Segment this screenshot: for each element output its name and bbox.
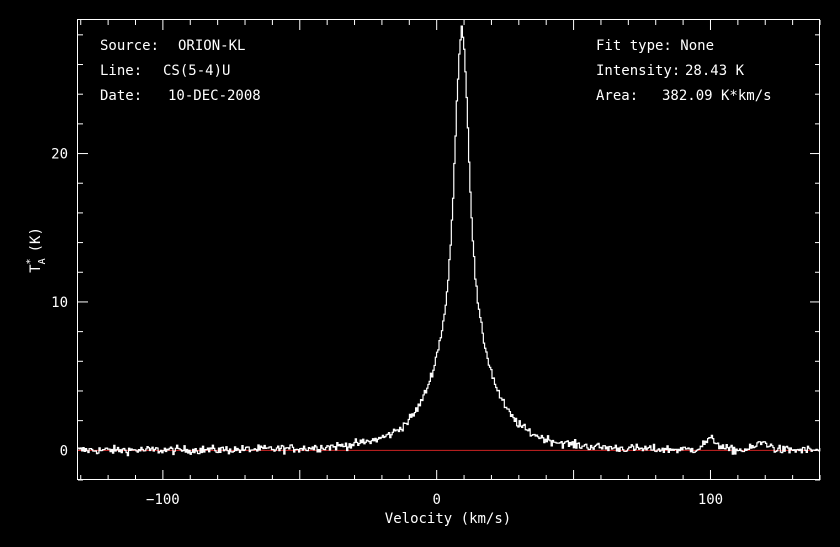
svg-text:T*A(K): T*A (K) xyxy=(25,227,48,273)
info-intensity-key: Intensity: xyxy=(596,63,680,79)
y-tick-label: 20 xyxy=(51,147,68,163)
info-date-value: 10-DEC-2008 xyxy=(168,88,261,104)
y-tick-label: 10 xyxy=(51,295,68,311)
x-axis-label: Velocity (km/s) xyxy=(385,511,511,527)
y-axis-label: T*A (K) xyxy=(25,227,48,273)
spectrum-series-line xyxy=(78,25,821,457)
info-line-key: Line: xyxy=(100,63,142,79)
info-area-value: 382.09 K*km/s xyxy=(662,88,772,104)
info-fit-type: Fit type: None xyxy=(596,38,714,54)
x-tick-label: −100 xyxy=(146,492,180,508)
x-tick-label: 100 xyxy=(698,492,723,508)
info-left: Source: ORION-KL Line: CS(5-4)U Date: 10… xyxy=(100,38,261,104)
axis-tick-labels: −100 0 100 0 10 20 xyxy=(51,147,723,508)
plot-frame xyxy=(77,19,820,480)
y-axis-label-symbol: T xyxy=(28,264,44,273)
y-axis-label-sup: * xyxy=(25,258,36,264)
info-intensity-value: 28.43 K xyxy=(685,63,745,79)
info-area-key: Area: xyxy=(596,88,638,104)
info-date-key: Date: xyxy=(100,88,142,104)
info-right: Fit type: None Intensity: 28.43 K Area: … xyxy=(596,38,772,104)
info-line-value: CS(5-4)U xyxy=(163,63,230,79)
info-source-key: Source: xyxy=(100,38,159,54)
y-axis-label-sub: A xyxy=(37,258,48,264)
y-axis-label-unit: (K) xyxy=(28,227,44,252)
x-tick-label: 0 xyxy=(432,492,440,508)
info-source-value: ORION-KL xyxy=(178,38,245,54)
y-tick-label: 0 xyxy=(60,443,68,459)
